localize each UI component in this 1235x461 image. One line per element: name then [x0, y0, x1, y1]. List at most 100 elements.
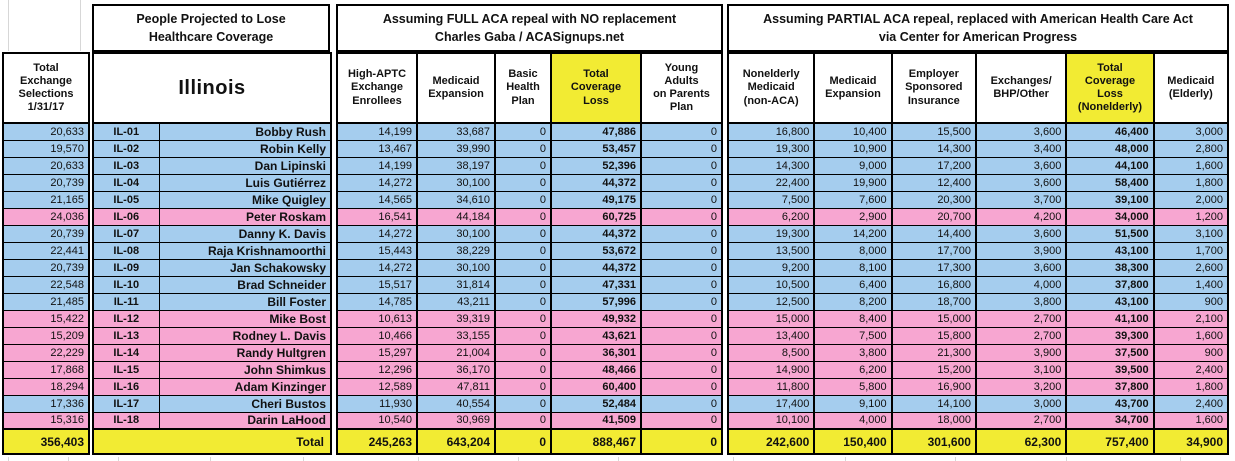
cell-f_aptc[interactable]: 10,466: [336, 326, 418, 345]
cell-p_mede[interactable]: 6,400: [813, 275, 893, 294]
cell-p_mede[interactable]: 10,900: [813, 139, 893, 158]
cell-f_total[interactable]: 52,484: [550, 394, 642, 413]
cell-f_total[interactable]: 49,932: [550, 309, 642, 328]
cell-f_young[interactable]: 0: [640, 394, 723, 413]
cell-exch[interactable]: 17,868: [2, 360, 90, 379]
cell-p_total[interactable]: 34,000: [1065, 207, 1155, 226]
cell-f_young[interactable]: 0: [640, 173, 723, 192]
cell-district[interactable]: IL-15: [92, 360, 160, 379]
cell-p_total[interactable]: 41,100: [1065, 309, 1155, 328]
cell-name[interactable]: Luis Gutiérrez: [158, 173, 332, 192]
cell-exch[interactable]: 15,209: [2, 326, 90, 345]
cell-p_nonmed[interactable]: 13,500: [726, 241, 816, 260]
cell-p_exch[interactable]: 4,200: [974, 207, 1068, 226]
cell-p_esi[interactable]: 15,800: [890, 326, 977, 345]
cell-f_mede[interactable]: 40,554: [416, 394, 496, 413]
cell-p_nonmed[interactable]: 11,800: [726, 377, 816, 396]
cell-p_esi[interactable]: 17,200: [890, 156, 977, 175]
cell-exch[interactable]: 15,316: [2, 411, 90, 430]
cell-p_nonmed[interactable]: 10,100: [726, 411, 816, 430]
cell-exch[interactable]: 20,739: [2, 224, 90, 243]
cell-f_total[interactable]: 49,175: [550, 190, 642, 209]
cell-f_young[interactable]: 0: [640, 360, 723, 379]
cell-p_meld[interactable]: 2,000: [1152, 190, 1230, 209]
cell-p_total[interactable]: 39,500: [1065, 360, 1155, 379]
cell-district[interactable]: IL-16: [92, 377, 160, 396]
state-header[interactable]: Illinois: [92, 52, 332, 124]
cell-p_nonmed[interactable]: 15,000: [726, 309, 816, 328]
cell-f_total[interactable]: 53,672: [550, 241, 642, 260]
cell-p_meld[interactable]: 2,600: [1152, 258, 1230, 277]
col-header-medicaid-expansion-partial[interactable]: Medicaid Expansion: [813, 52, 893, 124]
cell-f_young[interactable]: 0: [640, 411, 723, 430]
cell-p_nonmed[interactable]: 22,400: [726, 173, 816, 192]
cell-p_meld[interactable]: 3,100: [1152, 224, 1230, 243]
cell-p_nonmed[interactable]: 7,500: [726, 190, 816, 209]
cell-f_total[interactable]: 57,996: [550, 292, 642, 311]
cell-p_esi[interactable]: 16,900: [890, 377, 977, 396]
cell-district[interactable]: IL-03: [92, 156, 160, 175]
cell-name[interactable]: Bill Foster: [158, 292, 332, 311]
cell-p_nonmed[interactable]: 14,300: [726, 156, 816, 175]
cell-p_total[interactable]: 51,500: [1065, 224, 1155, 243]
cell-p_mede[interactable]: 7,500: [813, 326, 893, 345]
cell-p_exch[interactable]: 4,000: [974, 275, 1068, 294]
cell-p_mede[interactable]: 2,900: [813, 207, 893, 226]
cell-f_aptc[interactable]: 15,443: [336, 241, 418, 260]
cell-f_bhp[interactable]: 0: [494, 173, 552, 192]
cell-p_meld[interactable]: 1,800: [1152, 377, 1230, 396]
cell-f_total[interactable]: 47,331: [550, 275, 642, 294]
cell-f_aptc[interactable]: 13,467: [336, 139, 418, 158]
cell-f_bhp[interactable]: 0: [494, 224, 552, 243]
cell-p_meld[interactable]: 2,400: [1152, 360, 1230, 379]
cell-name[interactable]: Randy Hultgren: [158, 343, 332, 362]
cell-total-p-nonmed[interactable]: 242,600: [726, 428, 816, 455]
cell-p_total[interactable]: 44,100: [1065, 156, 1155, 175]
cell-exch[interactable]: 18,294: [2, 377, 90, 396]
cell-f_bhp[interactable]: 0: [494, 241, 552, 260]
col-header-employer-sponsored[interactable]: Employer Sponsored Insurance: [890, 52, 977, 124]
cell-exch[interactable]: 24,036: [2, 207, 90, 226]
cell-f_total[interactable]: 43,621: [550, 326, 642, 345]
cell-p_mede[interactable]: 10,400: [813, 122, 893, 141]
cell-p_exch[interactable]: 3,400: [974, 139, 1068, 158]
cell-f_young[interactable]: 0: [640, 377, 723, 396]
cell-f_bhp[interactable]: 0: [494, 326, 552, 345]
cell-p_esi[interactable]: 14,400: [890, 224, 977, 243]
cell-p_meld[interactable]: 1,600: [1152, 156, 1230, 175]
cell-p_esi[interactable]: 17,700: [890, 241, 977, 260]
cell-f_mede[interactable]: 30,100: [416, 224, 496, 243]
cell-f_aptc[interactable]: 15,517: [336, 275, 418, 294]
cell-p_exch[interactable]: 3,600: [974, 156, 1068, 175]
cell-p_mede[interactable]: 14,200: [813, 224, 893, 243]
cell-total-p-esi[interactable]: 301,600: [890, 428, 977, 455]
cell-name[interactable]: Jan Schakowsky: [158, 258, 332, 277]
cell-p_exch[interactable]: 2,700: [974, 411, 1068, 430]
col-header-medicaid-elderly[interactable]: Medicaid (Elderly): [1152, 52, 1230, 124]
cell-name[interactable]: John Shimkus: [158, 360, 332, 379]
cell-p_esi[interactable]: 14,100: [890, 394, 977, 413]
cell-f_aptc[interactable]: 10,540: [336, 411, 418, 430]
cell-f_bhp[interactable]: 0: [494, 377, 552, 396]
cell-district[interactable]: IL-10: [92, 275, 160, 294]
cell-f_total[interactable]: 52,396: [550, 156, 642, 175]
cell-p_mede[interactable]: 7,600: [813, 190, 893, 209]
cell-p_meld[interactable]: 2,100: [1152, 309, 1230, 328]
cell-total-p-medicaid[interactable]: 150,400: [813, 428, 893, 455]
cell-district[interactable]: IL-01: [92, 122, 160, 141]
cell-p_mede[interactable]: 9,000: [813, 156, 893, 175]
cell-p_mede[interactable]: 8,200: [813, 292, 893, 311]
cell-f_young[interactable]: 0: [640, 241, 723, 260]
cell-p_esi[interactable]: 15,500: [890, 122, 977, 141]
cell-p_total[interactable]: 37,500: [1065, 343, 1155, 362]
cell-f_bhp[interactable]: 0: [494, 360, 552, 379]
col-header-young-adults[interactable]: Young Adults on Parents Plan: [640, 52, 723, 124]
cell-p_exch[interactable]: 3,900: [974, 241, 1068, 260]
cell-p_exch[interactable]: 2,700: [974, 309, 1068, 328]
cell-p_nonmed[interactable]: 19,300: [726, 224, 816, 243]
cell-p_total[interactable]: 58,400: [1065, 173, 1155, 192]
cell-district[interactable]: IL-08: [92, 241, 160, 260]
cell-p_exch[interactable]: 3,800: [974, 292, 1068, 311]
cell-exch[interactable]: 22,441: [2, 241, 90, 260]
cell-f_bhp[interactable]: 0: [494, 258, 552, 277]
